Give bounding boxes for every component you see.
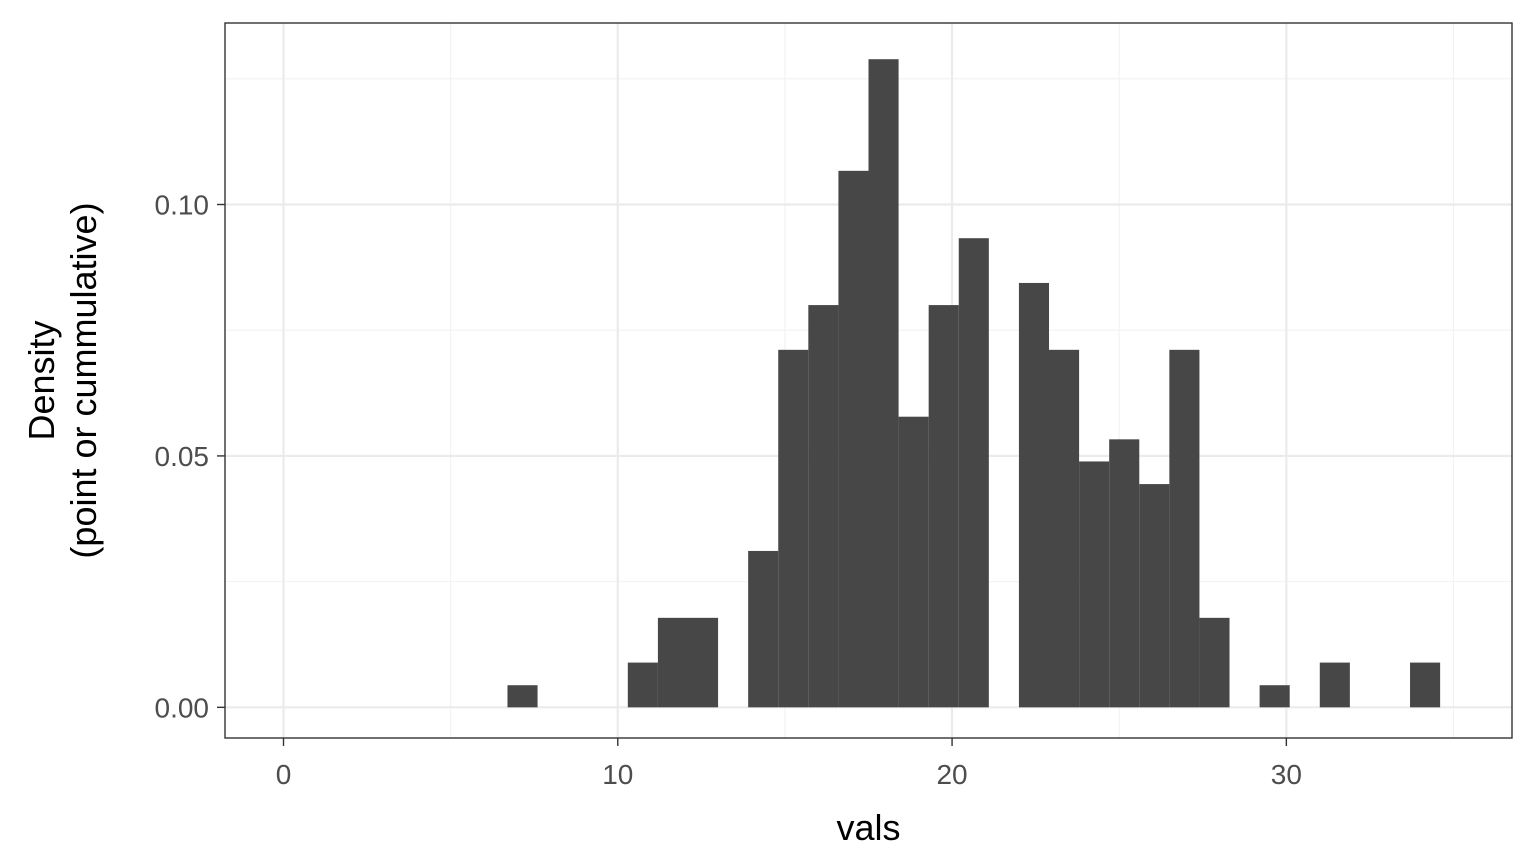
histogram-bar xyxy=(838,170,869,708)
histogram-bar xyxy=(1259,685,1290,708)
histogram-bar xyxy=(687,617,719,708)
histogram-bar xyxy=(1410,662,1441,708)
histogram-bars xyxy=(507,59,1441,708)
x-tick-label: 10 xyxy=(602,759,633,790)
histogram-bar xyxy=(898,416,929,708)
y-tick-label: 0.10 xyxy=(155,190,210,221)
y-tick-label: 0.05 xyxy=(155,441,210,472)
x-tick-label: 20 xyxy=(936,759,967,790)
histogram-bar xyxy=(808,305,839,708)
x-axis-title: vals xyxy=(836,807,900,848)
histogram-bar xyxy=(1199,617,1230,708)
histogram-bar xyxy=(748,550,779,708)
histogram-bar xyxy=(1169,349,1200,708)
histogram-bar xyxy=(1109,439,1140,708)
y-axis: 0.00 0.05 0.10 xyxy=(155,190,225,723)
histogram-bar xyxy=(1049,349,1080,708)
y-axis-title: Density (point or cummulative) xyxy=(21,202,104,558)
histogram-bar xyxy=(958,238,989,708)
histogram-bar xyxy=(778,349,809,708)
histogram-bar xyxy=(507,685,538,708)
x-tick-label: 30 xyxy=(1271,759,1302,790)
histogram-bar xyxy=(1018,282,1050,708)
histogram-bar xyxy=(1079,461,1110,708)
x-axis: 0 10 20 30 xyxy=(276,738,1302,790)
histogram-bar xyxy=(868,59,899,708)
panel-border xyxy=(224,22,1513,739)
y-axis-title-line: (point or cummulative) xyxy=(63,202,104,558)
histogram-bar xyxy=(1139,484,1170,708)
y-tick-label: 0.00 xyxy=(155,692,210,723)
histogram-bar xyxy=(627,662,658,708)
histogram-bar xyxy=(928,305,959,708)
y-axis-title-line: Density xyxy=(21,320,62,440)
histogram-bar xyxy=(1319,662,1350,708)
x-tick-label: 0 xyxy=(276,759,292,790)
histogram-bar xyxy=(657,617,688,708)
